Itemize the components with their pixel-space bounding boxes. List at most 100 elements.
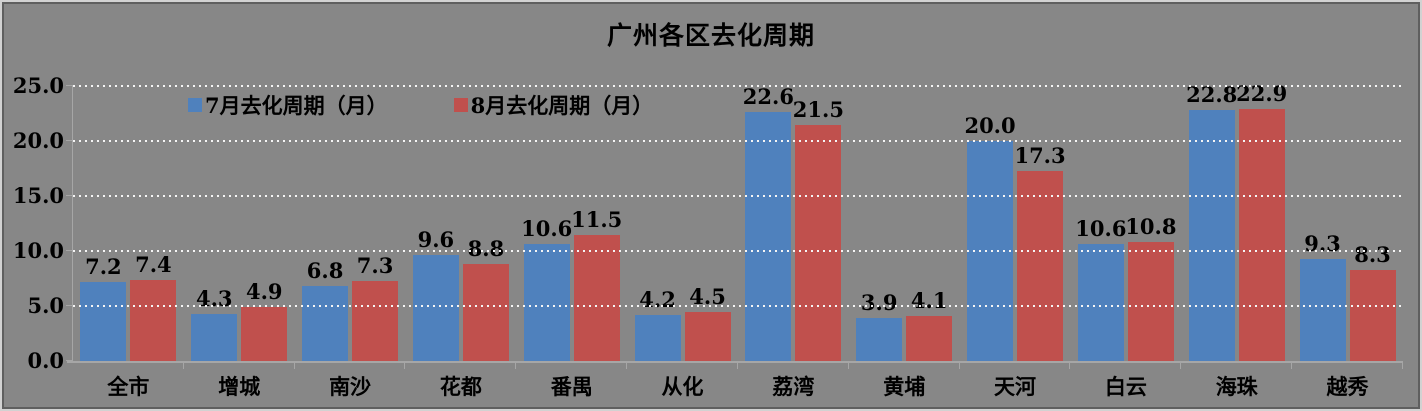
legend-item-july: 7月去化周期（月）: [188, 90, 388, 120]
bar-august-荔湾: [795, 124, 842, 361]
x-axis-tick: [1291, 361, 1293, 369]
bar-group-7: 22.6 21.5 荔湾: [738, 84, 849, 399]
bar-slot: 22.9: [1236, 81, 1288, 361]
bar-group-9: 20.0 17.3 天河: [960, 86, 1071, 399]
bar-slot: 21.5: [792, 86, 844, 361]
bar-august-增城: [241, 307, 288, 361]
bar-group-6: 4.2 4.5 从化: [627, 86, 738, 399]
category-label-海珠: 海珠: [1215, 374, 1258, 399]
data-label: 7.4: [135, 251, 172, 277]
data-label: 9.3: [1304, 230, 1341, 256]
bar-july-荔湾: [745, 112, 792, 361]
bar-slot: 11.5: [571, 86, 623, 361]
bar-august-白云: [1127, 242, 1174, 361]
data-label: 4.5: [689, 283, 726, 309]
data-label: 7.2: [85, 253, 122, 279]
bar-august-南沙: [352, 280, 399, 361]
gridline-25: [73, 85, 1403, 87]
bar-july-花都: [412, 255, 459, 361]
bar-august-越秀: [1349, 269, 1396, 361]
data-label: 8.3: [1354, 241, 1391, 267]
y-axis-tick: [66, 250, 73, 251]
y-axis-tick: [66, 195, 73, 196]
y-axis-tick: [66, 305, 73, 306]
bar-august-海珠: [1238, 109, 1285, 361]
data-label: 10.8: [1125, 214, 1177, 240]
bar-group-2: 4.3 4.9 增城: [184, 86, 295, 399]
gridline-20: [73, 140, 1403, 142]
bar-august-花都: [462, 264, 509, 361]
y-axis-tick: [66, 85, 73, 86]
x-axis-tick: [515, 361, 517, 369]
bar-july-南沙: [302, 286, 349, 361]
bar-group-11: 22.8 22.9 海珠: [1181, 81, 1293, 399]
bar-slot: 4.5: [684, 86, 731, 361]
legend-label-august: 8月去化周期（月）: [470, 93, 654, 118]
x-axis-tick: [847, 361, 849, 369]
y-axis-tick: [66, 140, 73, 141]
bar-group-5: 10.6 11.5 番禺: [516, 86, 628, 399]
y-axis-label: 5.0: [27, 293, 64, 318]
legend: 7月去化周期（月） 8月去化周期（月）: [188, 90, 653, 120]
y-axis-label: 10.0: [12, 238, 64, 263]
bar-slot: 10.8: [1125, 86, 1177, 361]
category-label-从化: 从化: [661, 374, 704, 399]
data-label: 4.1: [910, 287, 948, 313]
bar-slot: 20.0: [964, 86, 1016, 361]
bar-slot: 7.4: [130, 86, 177, 361]
bar-august-全市: [130, 279, 177, 361]
x-axis-line: [67, 361, 1403, 363]
bar-group-12: 9.3 8.3 越秀: [1292, 86, 1403, 399]
y-axis-labels: 0.0 5.0 10.0 15.0 20.0 25.0: [8, 75, 64, 371]
bar-july-从化: [634, 314, 681, 361]
data-label: 10.6: [521, 216, 573, 242]
x-axis-tick: [958, 361, 960, 369]
gridline-5: [73, 305, 1403, 307]
bar-july-增城: [191, 313, 238, 361]
y-axis-label: 25.0: [12, 73, 64, 98]
bar-august-从化: [684, 311, 731, 361]
bar-slot: 4.9: [241, 86, 288, 361]
data-label: 4.9: [245, 279, 283, 305]
data-label: 11.5: [571, 206, 623, 232]
gridline-10: [73, 250, 1403, 252]
data-label: 21.5: [792, 96, 844, 122]
bar-august-黄埔: [906, 315, 953, 361]
bar-slot: 7.2: [80, 86, 127, 361]
bar-group-3: 6.8 7.3 南沙: [295, 86, 406, 399]
bar-slot: 4.1: [906, 86, 953, 361]
data-label: 20.0: [964, 113, 1016, 138]
x-axis-tick: [1180, 361, 1182, 369]
data-label: 22.9: [1236, 81, 1288, 107]
bar-slot: 10.6: [1075, 86, 1126, 361]
x-axis-tick: [626, 361, 628, 369]
data-label: 17.3: [1014, 142, 1066, 168]
bar-july-越秀: [1299, 258, 1346, 361]
bar-slot: 9.3: [1299, 86, 1346, 361]
data-label: 6.8: [306, 258, 344, 284]
category-label-荔湾: 荔湾: [772, 374, 815, 399]
bar-july-全市: [80, 281, 127, 361]
bar-slot: 8.8: [462, 86, 509, 361]
data-label: 4.3: [195, 285, 233, 311]
data-label: 3.9: [860, 290, 898, 316]
bar-august-天河: [1017, 170, 1064, 361]
gridline-15: [73, 195, 1403, 197]
data-label: 7.3: [356, 252, 394, 278]
legend-color-swatch-august: [453, 98, 468, 112]
bar-slot: 3.9: [856, 86, 903, 361]
category-label-天河: 天河: [994, 374, 1037, 399]
bar-august-番禺: [573, 234, 620, 361]
bar-slot: 17.3: [1014, 86, 1066, 361]
bar-july-番禺: [523, 244, 570, 361]
y-axis-label: 15.0: [12, 183, 64, 208]
bar-july-海珠: [1188, 110, 1235, 361]
bar-slot: 4.2: [634, 86, 681, 361]
data-label: 9.6: [417, 227, 455, 253]
data-label: 22.6: [742, 84, 794, 110]
bar-slot: 7.3: [352, 86, 399, 361]
bar-slot: 4.3: [191, 86, 238, 361]
bar-group-10: 10.6 10.8 白云: [1070, 86, 1182, 399]
data-label: 4.2: [639, 286, 676, 312]
